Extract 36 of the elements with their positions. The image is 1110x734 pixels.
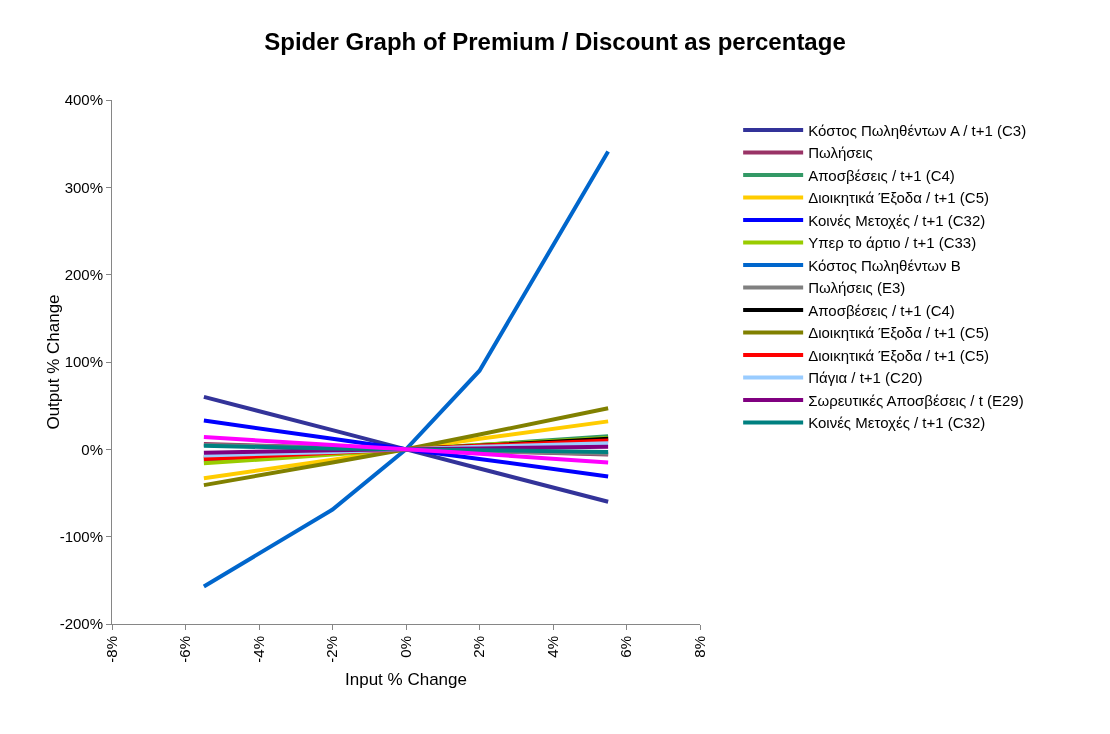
y-tick-label: 300%	[64, 178, 103, 196]
x-axis-title: Input % Change	[345, 670, 467, 689]
y-axis-title: Output % Change	[43, 294, 63, 430]
y-tick-label: 200%	[64, 265, 103, 283]
y-tick-label: 0%	[81, 440, 103, 458]
x-tick-label: -8%	[102, 636, 120, 663]
x-tick-label: -2%	[323, 636, 341, 663]
x-tick-label: 2%	[470, 636, 488, 658]
legend-label: Διοικητικά Έξοδα / t+1 (C5)	[808, 346, 989, 364]
legend-label: Κοινές Μετοχές / t+1 (C32)	[808, 211, 986, 229]
legend-label: Πάγια / t+1 (C20)	[808, 369, 923, 387]
line-series	[201, 149, 611, 589]
legend-label: Κοινές Μετοχές / t+1 (C32)	[808, 414, 986, 432]
x-tick-label: -4%	[249, 636, 267, 663]
y-tick-label: -100%	[59, 527, 103, 545]
legend-label: Πωλήσεις	[808, 144, 873, 162]
legend-label: Πωλήσεις (E3)	[808, 279, 906, 297]
legend-label: Σωρευτικές Αποσβέσεις / t (E29)	[808, 391, 1024, 409]
legend-label: Διοικητικά Έξοδα / t+1 (C5)	[808, 189, 989, 207]
legend-label: Διοικητικά Έξοδα / t+1 (C5)	[808, 324, 989, 342]
chart-title: Spider Graph of Premium / Discount as percentage	[264, 27, 846, 55]
legend-label: Κόστος Πωληθέντων Β	[808, 256, 961, 274]
line-series	[201, 406, 611, 488]
legend-label: Υπερ το άρτιο / t+1 (C33)	[808, 234, 977, 252]
legend-label: Κόστος Πωληθέντων Α / t+1 (C3)	[808, 121, 1027, 139]
legend-label: Αποσβέσεις / t+1 (C4)	[808, 301, 955, 319]
x-tick-label: 8%	[690, 636, 708, 658]
line-series	[201, 394, 611, 504]
x-tick-label: 0%	[396, 636, 414, 658]
x-tick-label: 4%	[543, 636, 561, 658]
legend-label: Αποσβέσεις / t+1 (C4)	[808, 166, 955, 184]
x-tick-label: 6%	[617, 636, 635, 658]
x-tick-label: -6%	[176, 636, 194, 663]
y-tick-label: 100%	[64, 353, 103, 371]
y-tick-label: 400%	[64, 91, 103, 109]
y-tick-label: -200%	[59, 615, 103, 633]
